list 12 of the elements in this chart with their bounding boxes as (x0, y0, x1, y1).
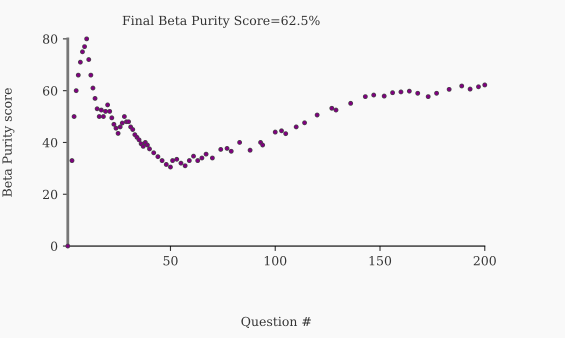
x-tick-label: 50 (164, 256, 178, 266)
y-tick-label: 60 (43, 86, 58, 96)
y-tick-label: 80 (43, 34, 58, 44)
y-tick-label: 0 (50, 242, 58, 251)
y-axis-title: Beta Purity score (2, 88, 14, 197)
x-tick-label: 150 (370, 256, 392, 266)
x-axis-title: Question # (241, 316, 311, 328)
y-tick-label: 20 (43, 190, 58, 200)
x-tick-label: 200 (474, 256, 496, 266)
x-tick-label: 100 (264, 256, 286, 266)
y-tick-label: 40 (42, 138, 58, 148)
chart-title: Final Beta Purity Score=62.5% (122, 15, 320, 28)
